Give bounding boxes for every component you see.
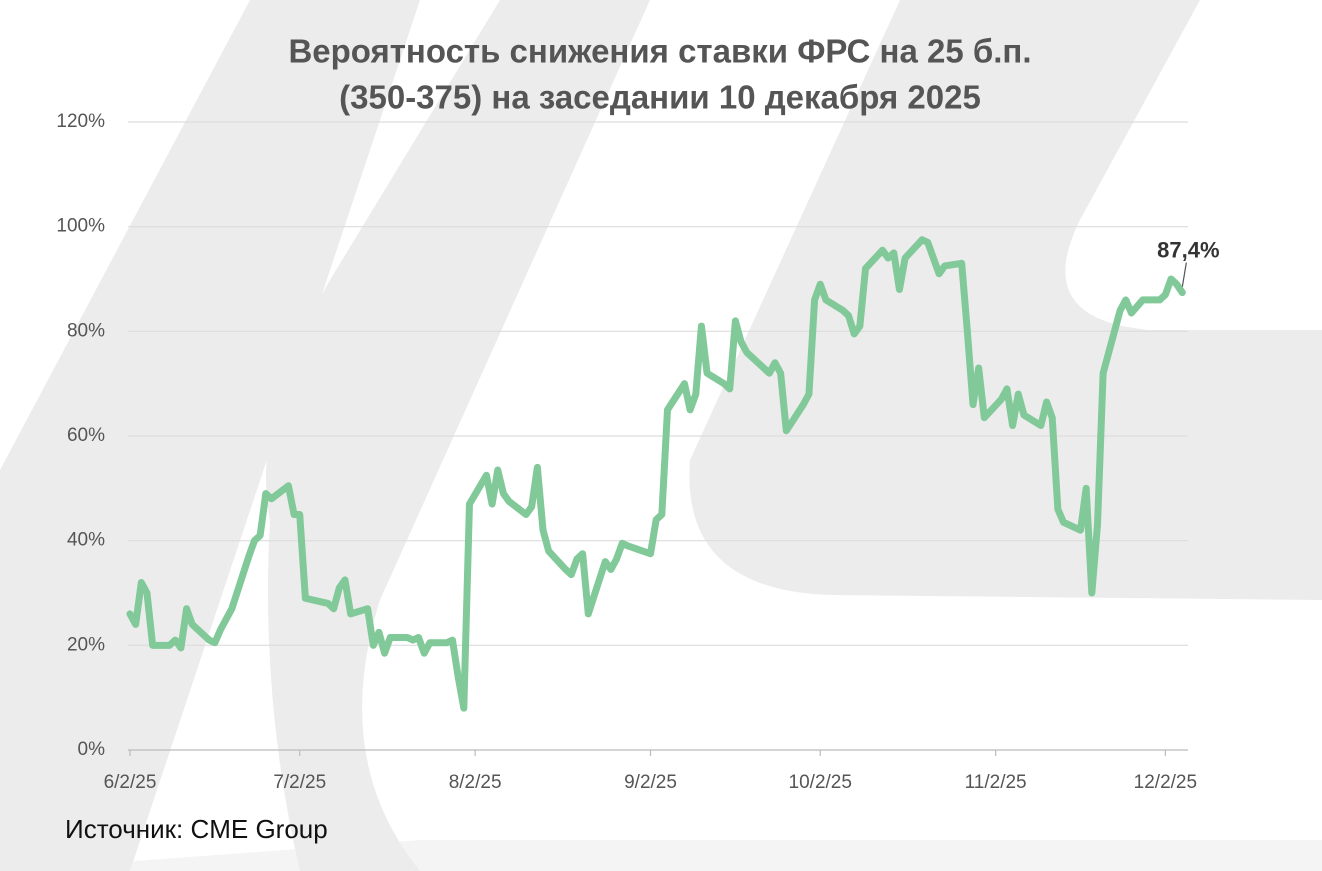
y-tick-label: 60%: [67, 425, 105, 446]
x-tick-label: 7/2/25: [273, 772, 326, 793]
y-tick-label: 20%: [67, 634, 105, 655]
x-tick-label: 12/2/25: [1134, 772, 1197, 793]
y-tick-label: 120%: [56, 111, 105, 132]
x-tick-label: 8/2/25: [449, 772, 502, 793]
x-tick-label: 10/2/25: [789, 772, 852, 793]
chart-title: Вероятность снижения ставки ФРС на 25 б.…: [288, 33, 1031, 70]
y-tick-label: 100%: [56, 216, 105, 237]
y-tick-label: 0%: [78, 739, 106, 760]
x-tick-label: 11/2/25: [965, 772, 1027, 793]
x-tick-label: 9/2/25: [624, 772, 677, 793]
annotation-leader: [1181, 262, 1187, 287]
x-tick-label: 6/2/25: [104, 772, 157, 793]
y-tick-label: 80%: [67, 320, 105, 341]
y-tick-label: 40%: [67, 530, 105, 551]
chart-title: (350-375) на заседании 10 декабря 2025: [339, 79, 981, 116]
annotation-label: 87,4%: [1157, 237, 1219, 262]
source-note: Источник: CME Group: [65, 814, 328, 844]
data-line: [126, 236, 1186, 712]
